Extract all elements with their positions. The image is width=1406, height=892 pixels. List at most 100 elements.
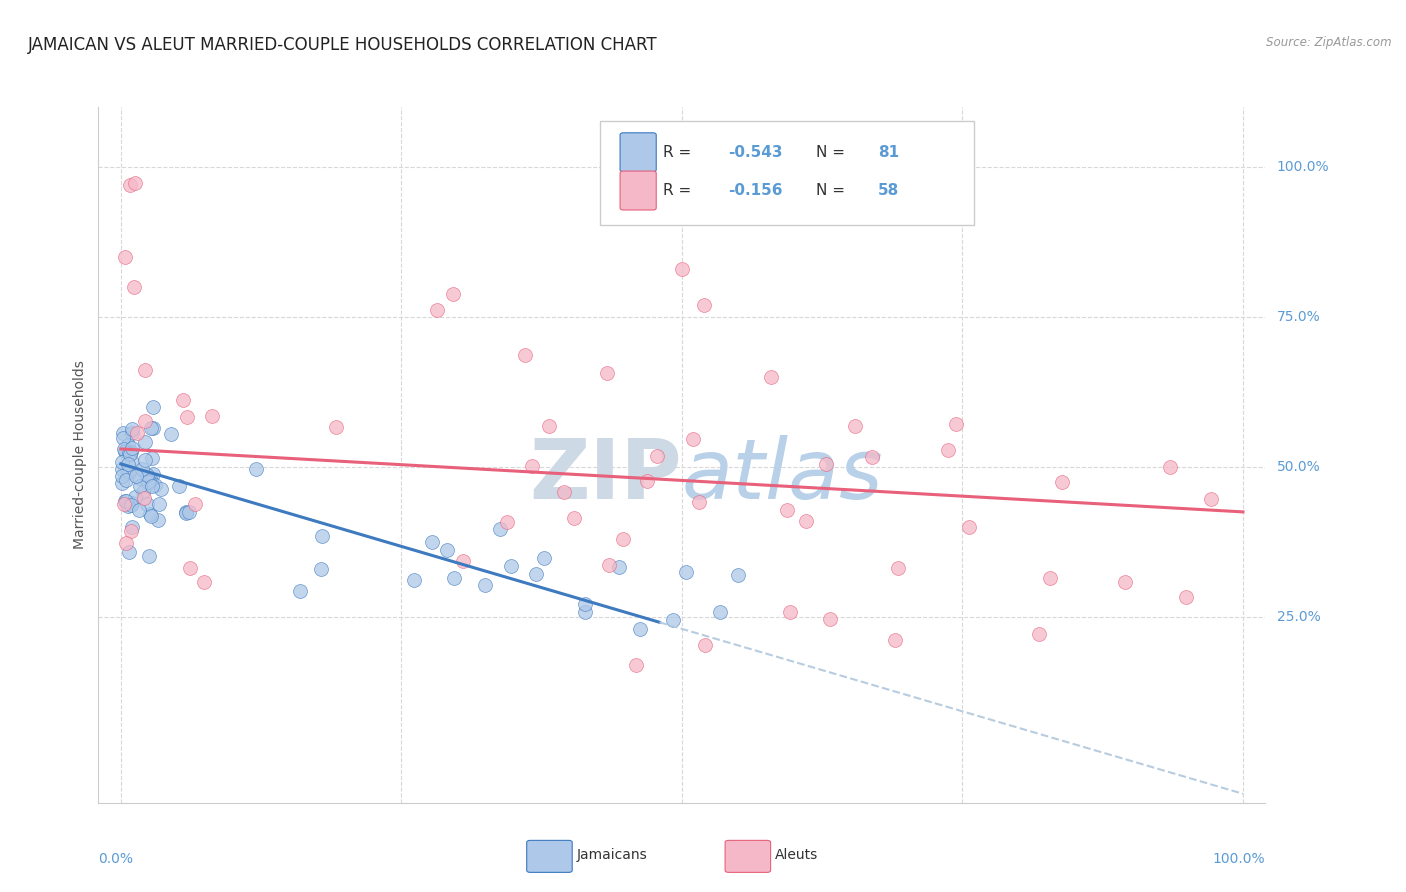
Point (325, 420, 347, 434)
Point (612, 532, 634, 546)
Point (524, 567, 547, 582)
Point (118, 466, 141, 480)
Point (115, 473, 138, 487)
Point (128, 479, 150, 493)
Point (128, 471, 150, 485)
Point (501, 559, 523, 574)
Point (121, 422, 143, 436)
Point (134, 452, 156, 467)
Point (141, 400, 163, 414)
Text: R =: R = (664, 145, 696, 160)
Point (201, 409, 224, 424)
Point (160, 427, 183, 442)
Point (124, 176, 146, 190)
Point (1028, 626, 1050, 640)
Point (1199, 492, 1222, 507)
Point (311, 529, 333, 543)
Point (121, 425, 143, 440)
Point (118, 545, 141, 559)
Point (522, 459, 544, 474)
Point (167, 479, 190, 493)
Text: 81: 81 (877, 145, 898, 160)
Point (121, 496, 143, 510)
Point (142, 420, 165, 434)
Point (636, 474, 658, 488)
Point (114, 444, 136, 458)
Point (426, 302, 449, 317)
Point (120, 498, 142, 512)
Point (117, 438, 139, 452)
Point (957, 520, 980, 534)
Text: -0.543: -0.543 (728, 145, 783, 160)
Point (693, 638, 716, 652)
Point (122, 280, 145, 294)
Point (136, 497, 159, 511)
Point (675, 566, 697, 580)
Point (111, 455, 134, 469)
FancyBboxPatch shape (620, 171, 657, 210)
Point (179, 560, 201, 574)
FancyBboxPatch shape (600, 121, 973, 226)
Point (779, 606, 801, 620)
Point (111, 462, 134, 476)
Text: Source: ZipAtlas.com: Source: ZipAtlas.com (1267, 36, 1392, 49)
Point (120, 178, 142, 192)
Point (1174, 591, 1197, 605)
Point (496, 515, 519, 529)
Point (118, 446, 141, 460)
Point (309, 562, 332, 576)
Point (776, 503, 799, 517)
Point (662, 613, 685, 627)
FancyBboxPatch shape (725, 840, 770, 872)
Text: atlas: atlas (682, 435, 883, 516)
Point (537, 418, 560, 433)
Point (139, 507, 162, 521)
Point (176, 409, 198, 424)
Point (141, 508, 163, 523)
Point (148, 513, 170, 527)
Point (114, 493, 136, 508)
Point (598, 558, 620, 573)
Point (404, 574, 426, 588)
Point (443, 571, 465, 585)
FancyBboxPatch shape (620, 133, 657, 172)
Point (513, 348, 536, 362)
Point (682, 432, 704, 446)
Point (709, 605, 731, 619)
Point (114, 250, 136, 264)
Point (128, 503, 150, 517)
Point (131, 461, 153, 475)
Point (134, 414, 156, 428)
Y-axis label: Married-couple Households: Married-couple Households (73, 360, 87, 549)
Point (936, 442, 959, 457)
FancyBboxPatch shape (527, 840, 572, 872)
Point (124, 490, 146, 504)
Point (574, 597, 596, 611)
Point (138, 474, 160, 488)
Point (148, 497, 170, 511)
Point (818, 612, 841, 626)
Point (114, 442, 136, 456)
Point (945, 417, 967, 432)
Point (134, 434, 156, 449)
Text: 58: 58 (877, 183, 900, 198)
Text: 50.0%: 50.0% (1277, 460, 1320, 474)
Point (794, 514, 817, 528)
Text: Aleuts: Aleuts (775, 848, 818, 862)
Point (125, 469, 148, 483)
Text: 0.0%: 0.0% (98, 852, 134, 865)
Point (860, 450, 883, 464)
Point (112, 497, 135, 511)
Point (630, 622, 652, 636)
Point (117, 499, 139, 513)
Point (121, 442, 143, 456)
Point (121, 455, 143, 469)
Text: 100.0%: 100.0% (1277, 160, 1329, 174)
Point (693, 298, 716, 312)
Point (887, 561, 910, 575)
Point (533, 550, 555, 565)
Point (884, 633, 907, 648)
Point (759, 370, 782, 384)
Point (134, 362, 156, 376)
Text: N =: N = (815, 145, 851, 160)
